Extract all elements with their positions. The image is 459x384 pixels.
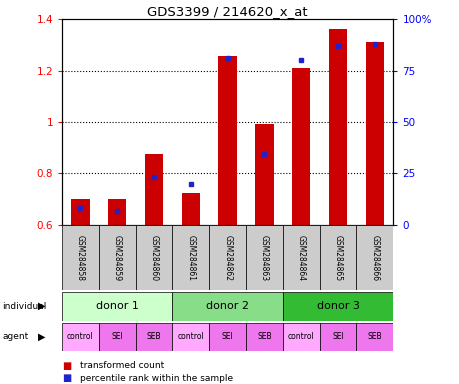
Bar [99,225,135,290]
Bar [62,292,172,321]
Text: GSM284866: GSM284866 [369,235,379,281]
Text: donor 3: donor 3 [316,301,359,311]
Text: GSM284858: GSM284858 [76,235,85,281]
Bar [181,192,200,225]
Bar [108,199,126,225]
Bar [172,225,209,290]
Text: control: control [287,333,314,341]
Bar [218,56,236,225]
Text: GSM284861: GSM284861 [186,235,195,281]
Bar [282,292,392,321]
Bar [71,199,90,225]
Bar [319,323,356,351]
Text: GSM284863: GSM284863 [259,235,269,281]
Text: SEI: SEI [331,333,343,341]
Text: GSM284864: GSM284864 [296,235,305,281]
Text: GSM284865: GSM284865 [333,235,342,281]
Bar [282,323,319,351]
Text: donor 2: donor 2 [206,301,249,311]
Text: GSM284860: GSM284860 [149,235,158,281]
Bar [209,323,246,351]
Bar [282,225,319,290]
Text: GSM284859: GSM284859 [112,235,122,281]
Bar [135,225,172,290]
Bar [62,323,99,351]
Bar [291,68,310,225]
Bar [172,292,282,321]
Bar [62,225,99,290]
Bar [328,30,347,225]
Bar [319,225,356,290]
Text: control: control [67,333,94,341]
Bar [255,124,273,225]
Text: SEB: SEB [146,333,161,341]
Text: agent: agent [2,333,28,341]
Bar [356,225,392,290]
Title: GDS3399 / 214620_x_at: GDS3399 / 214620_x_at [147,5,308,18]
Text: control: control [177,333,204,341]
Bar [365,42,383,225]
Bar [99,323,135,351]
Text: SEB: SEB [257,333,271,341]
Text: transformed count: transformed count [79,361,163,370]
Bar [356,323,392,351]
Bar [135,323,172,351]
Text: individual: individual [2,302,46,311]
Bar [209,225,246,290]
Text: ▶: ▶ [38,332,45,342]
Text: SEI: SEI [221,333,233,341]
Text: ■: ■ [62,373,71,383]
Bar [246,225,282,290]
Text: ■: ■ [62,361,71,371]
Text: ▶: ▶ [38,301,45,311]
Text: percentile rank within the sample: percentile rank within the sample [79,374,232,383]
Bar [145,154,163,225]
Text: SEB: SEB [367,333,381,341]
Text: GSM284862: GSM284862 [223,235,232,281]
Bar [172,323,209,351]
Text: SEI: SEI [111,333,123,341]
Bar [246,323,282,351]
Text: donor 1: donor 1 [95,301,139,311]
